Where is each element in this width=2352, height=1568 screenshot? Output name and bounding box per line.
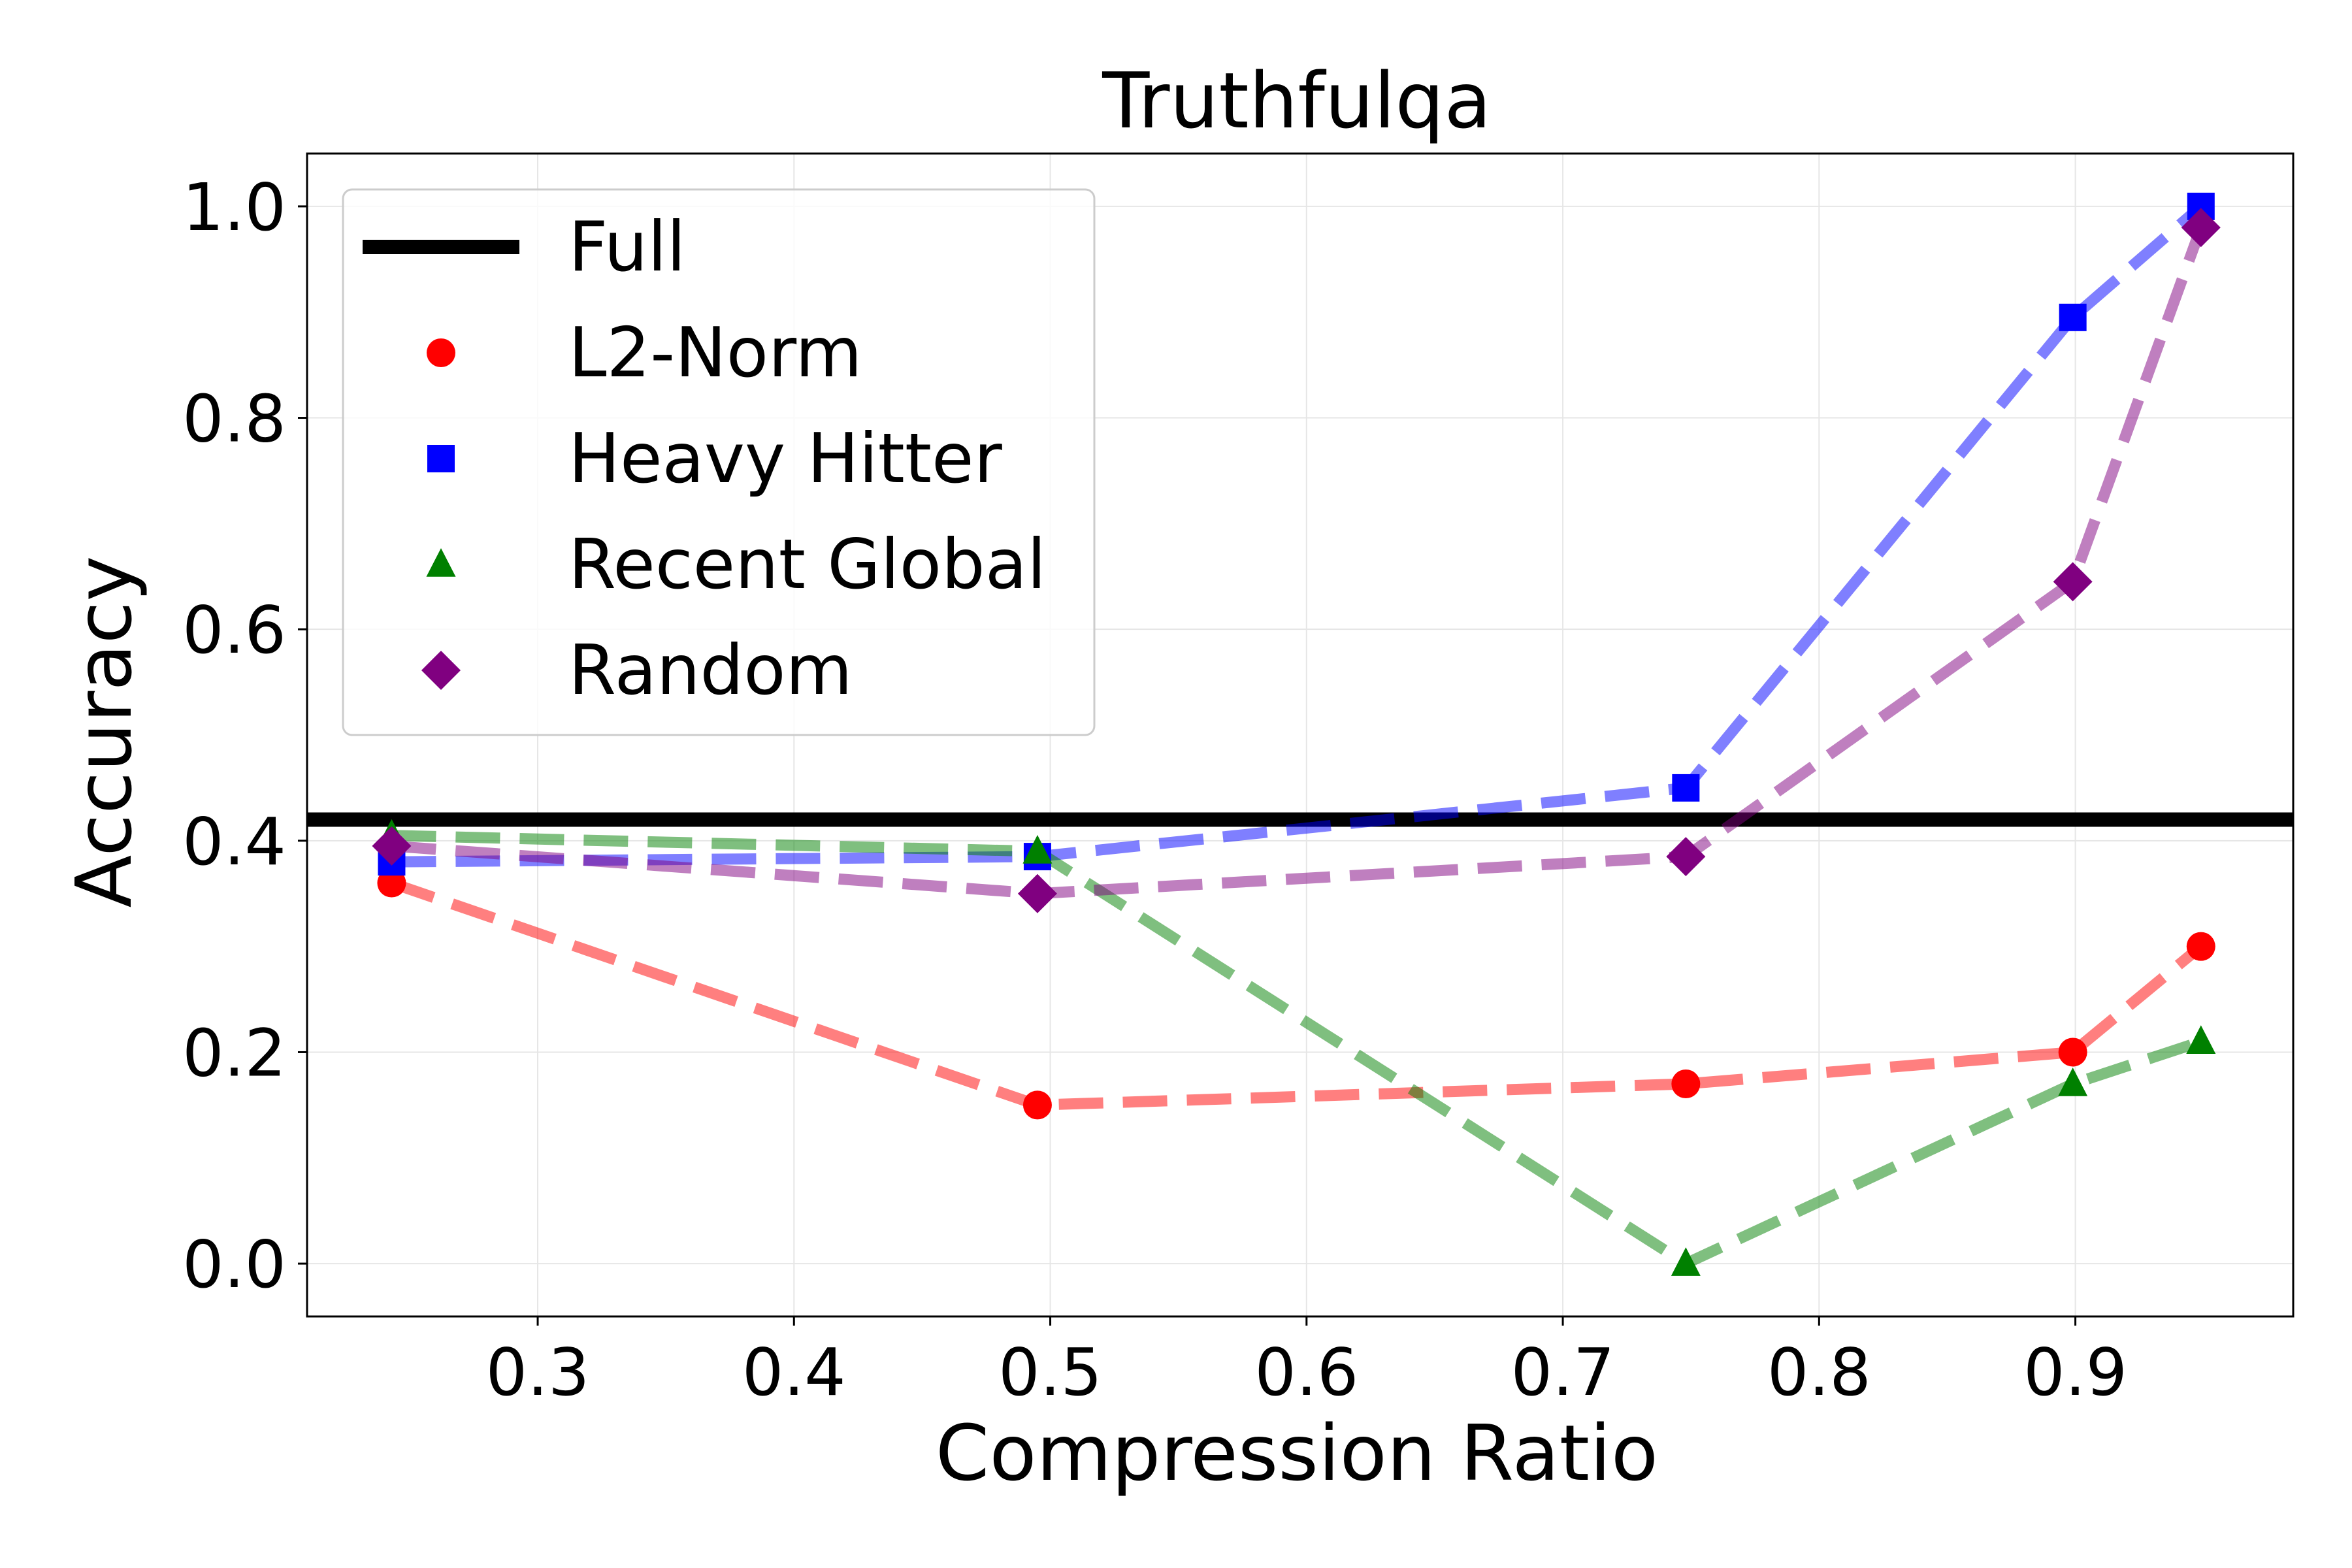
legend-label-l2-norm: L2-Norm [568, 313, 862, 393]
y-tick-label: 1.0 [182, 169, 286, 246]
legend-label-recent-global: Recent Global [568, 525, 1046, 604]
random-point [1017, 874, 1057, 913]
y-tick-label: 0.6 [182, 592, 286, 668]
x-tick-label: 0.8 [1767, 1334, 1871, 1411]
y-tick-label: 0.0 [182, 1226, 286, 1303]
legend: Full L2-Norm Heavy Hitter Recent Global Rand… [342, 188, 1096, 736]
chart-title: Truthfulqa [1102, 56, 1491, 146]
legend-swatch-heavy-hitter [427, 445, 455, 472]
legend-label-full: Full [568, 207, 686, 287]
recent-global-point [1022, 835, 1053, 864]
plot-area-frame [306, 152, 2295, 1318]
heavy-hitter-point [2059, 303, 2087, 331]
y-tick-label: 0.2 [182, 1015, 286, 1091]
random-point [2053, 562, 2093, 602]
x-tick-label: 0.6 [1254, 1334, 1358, 1411]
y-tick-label: 0.4 [182, 804, 286, 880]
random-point [1666, 837, 1706, 877]
legend-label-random: Random [568, 630, 853, 710]
legend-swatch-recent-global [426, 548, 456, 577]
l2-norm-point [2186, 932, 2215, 961]
recent-global-point [2058, 1068, 2088, 1096]
random-point [372, 826, 412, 866]
x-tick-label: 0.9 [2023, 1334, 2127, 1411]
x-axis-label: Compression Ratio [936, 1408, 1658, 1498]
x-tick-label: 0.5 [998, 1334, 1102, 1411]
axis-ticks: 0.3 0.4 0.5 0.6 0.7 0.8 0.9 0.0 0.2 0.4 0.6 0.8 1.0 [182, 169, 2127, 1411]
y-tick-label: 0.8 [182, 381, 286, 457]
legend-swatch-random [421, 651, 461, 690]
l2-norm-point [1022, 1090, 1052, 1120]
l2-norm-point [1671, 1070, 1701, 1098]
legend-box [342, 188, 1096, 736]
legend-swatch-l2-norm [427, 338, 455, 367]
random-point [2181, 208, 2221, 248]
recent-global-point [2186, 1025, 2216, 1054]
x-tick-label: 0.4 [742, 1334, 846, 1411]
l2-norm-point [2058, 1037, 2087, 1067]
series-markers [372, 192, 2221, 1276]
x-tick-label: 0.3 [486, 1334, 590, 1411]
heavy-hitter-point [1672, 774, 1700, 802]
l2-norm-line [389, 877, 2205, 1111]
x-tick-label: 0.7 [1511, 1334, 1615, 1411]
l2-norm-point [377, 868, 406, 898]
y-axis-label: Accuracy [59, 556, 149, 908]
legend-label-heavy-hitter: Heavy Hitter [568, 419, 1003, 498]
recent-global-point [1671, 1247, 1701, 1276]
